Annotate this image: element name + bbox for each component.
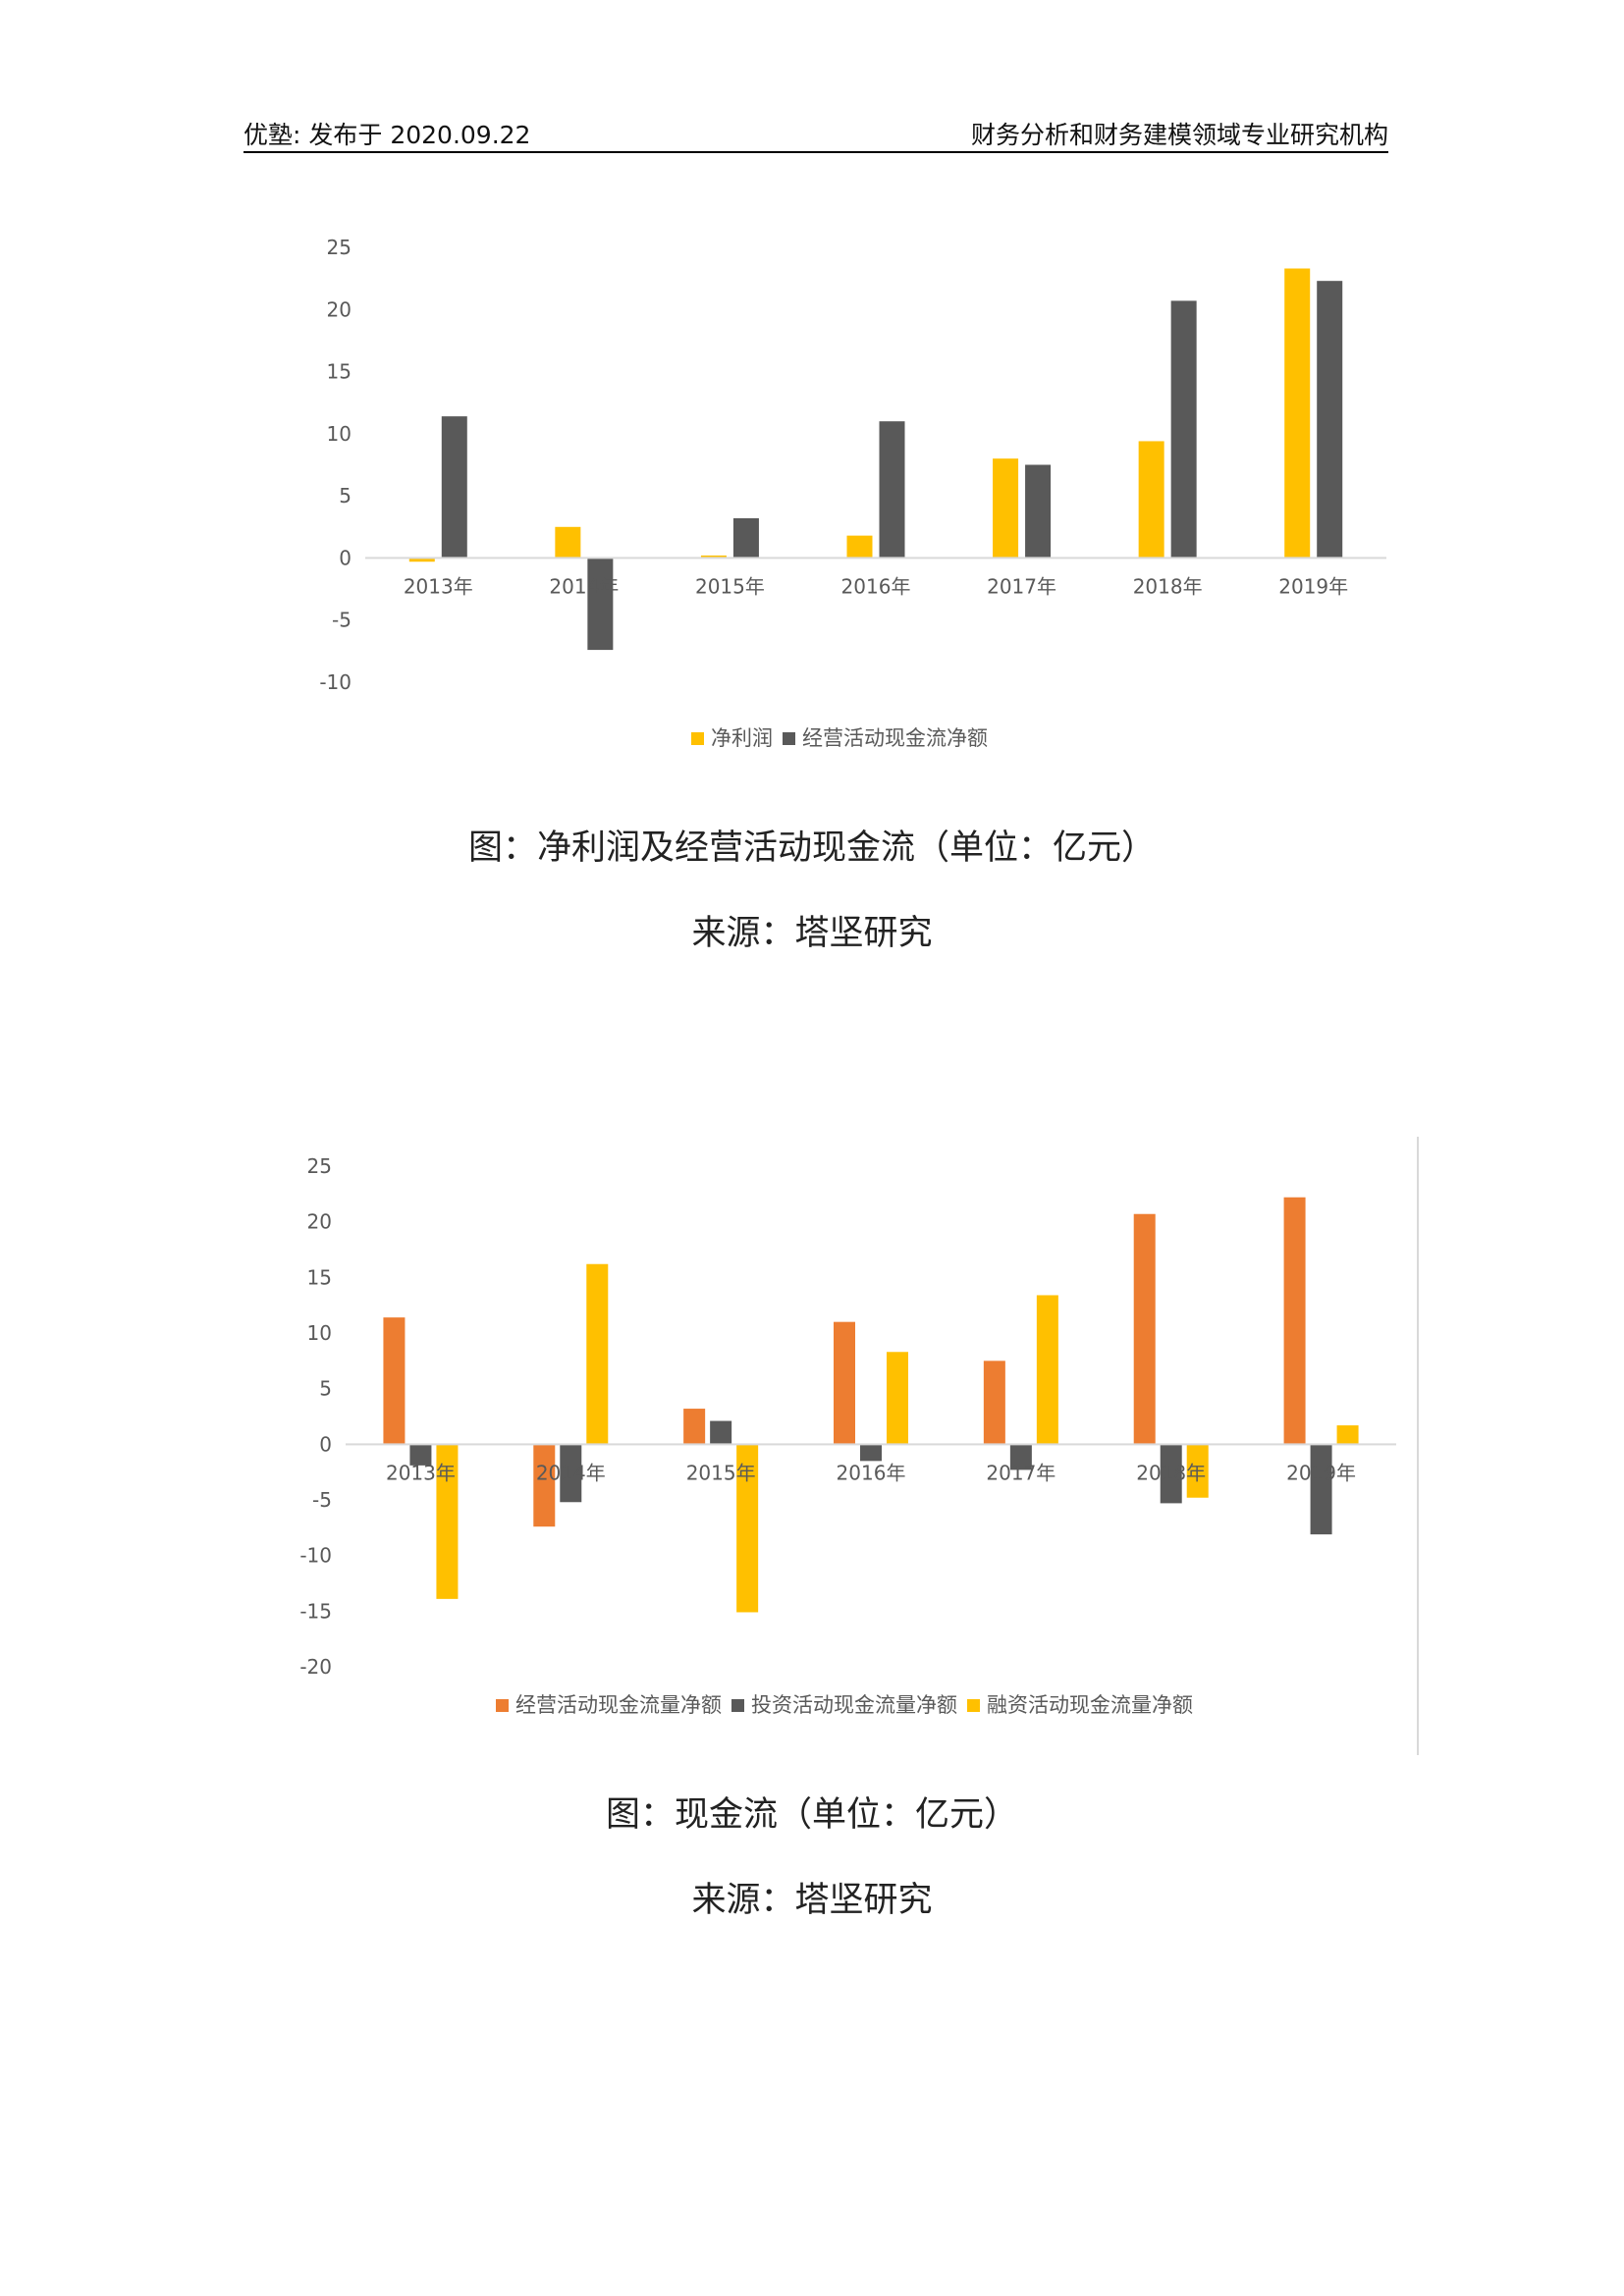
cashflow-chart: 25 20 15 10 5 0 -5 -10 -15 -20 2013年 2014年 2015年 2016… xyxy=(299,1154,1396,1717)
bar-2-2013年 xyxy=(409,1444,432,1466)
bar-1-2019年 xyxy=(1283,1197,1306,1445)
bar-1-2014年 xyxy=(533,1444,556,1527)
chart2-border xyxy=(1417,1137,1419,1755)
bar-2-2019年 xyxy=(1310,1444,1332,1535)
x-category-label: 2019年 xyxy=(1286,1461,1356,1484)
x-category-label: 2015年 xyxy=(695,574,765,598)
bar-3-2018年 xyxy=(1186,1444,1209,1498)
chart2-source: 来源：塔坚研究 xyxy=(691,1881,933,1920)
y-tick-label: -10 xyxy=(319,670,352,694)
bar-1-2015年 xyxy=(683,1409,706,1445)
legend-label-1: 经营活动现金流量净额 xyxy=(515,1693,722,1717)
chart1-caption: 图：净利润及经营活动现金流（单位：亿元） xyxy=(467,828,1156,868)
y-tick-label: -20 xyxy=(299,1655,332,1679)
bar-2-2017年 xyxy=(1009,1444,1032,1470)
x-category-label: 2017年 xyxy=(987,574,1056,598)
y-tick-label: 0 xyxy=(319,1432,332,1456)
bar-1-2018年 xyxy=(1133,1213,1156,1445)
y-tick-label: 25 xyxy=(327,236,352,259)
bar-1-2015年 xyxy=(700,555,727,559)
legend-swatch-1 xyxy=(691,732,704,745)
bar-2-2015年 xyxy=(710,1420,732,1445)
bar-3-2015年 xyxy=(736,1444,759,1613)
legend-label-3: 融资活动现金流量净额 xyxy=(987,1693,1193,1717)
y-tick-label: -10 xyxy=(299,1544,332,1568)
y-tick-label: 25 xyxy=(307,1154,332,1178)
bar-2-2017年 xyxy=(1025,464,1052,559)
bar-2-2016年 xyxy=(860,1444,882,1462)
bar-1-2013年 xyxy=(408,558,435,562)
y-tick-label: 20 xyxy=(307,1210,332,1234)
header-org-name: 财务分析和财务建模领域专业研究机构 xyxy=(970,121,1388,149)
bar-1-2017年 xyxy=(983,1361,1005,1445)
header-divider xyxy=(244,151,1388,153)
x-category-label: 2014年 xyxy=(549,574,619,598)
x-category-label: 2016年 xyxy=(837,1461,906,1484)
bar-1-2014年 xyxy=(555,526,581,559)
legend-label-2: 经营活动现金流净额 xyxy=(802,726,988,750)
legend-swatch-2 xyxy=(731,1699,744,1712)
x-category-label: 2015年 xyxy=(686,1461,756,1484)
bar-1-2013年 xyxy=(383,1317,406,1445)
y-tick-label: 15 xyxy=(307,1265,332,1289)
y-tick-label: -5 xyxy=(332,609,352,632)
bar-2-2016年 xyxy=(879,421,905,559)
y-tick-label: 10 xyxy=(327,422,352,446)
bar-2-2013年 xyxy=(441,416,467,559)
x-category-label: 2019年 xyxy=(1278,574,1348,598)
x-category-label: 2018年 xyxy=(1133,574,1203,598)
x-category-label: 2013年 xyxy=(404,574,473,598)
bar-2-2018年 xyxy=(1170,300,1197,559)
bar-3-2019年 xyxy=(1336,1425,1359,1445)
chart1-source: 来源：塔坚研究 xyxy=(691,914,933,953)
x-category-label: 2013年 xyxy=(386,1461,456,1484)
net-profit-operating-cashflow-chart: 25 20 15 10 5 0 -5 -10 2013年 2014年 2015年 2016年 2017年… xyxy=(319,236,1386,750)
bar-2-2018年 xyxy=(1160,1444,1182,1504)
y-tick-label: 5 xyxy=(339,484,352,507)
y-tick-label: 15 xyxy=(327,360,352,384)
legend-label-1: 净利润 xyxy=(711,726,773,750)
bar-3-2017年 xyxy=(1036,1295,1058,1445)
bar-3-2016年 xyxy=(887,1352,908,1445)
x-category-label: 2016年 xyxy=(841,574,911,598)
bar-1-2016年 xyxy=(846,535,873,559)
y-tick-label: 0 xyxy=(339,546,352,569)
y-tick-label: -15 xyxy=(299,1599,332,1623)
legend-swatch-3 xyxy=(967,1699,980,1712)
legend-label-2: 投资活动现金流量净额 xyxy=(751,1693,957,1717)
bar-2-2015年 xyxy=(732,517,759,559)
bar-2-2014年 xyxy=(560,1444,582,1503)
y-tick-label: 20 xyxy=(327,297,352,321)
legend-swatch-1 xyxy=(496,1699,509,1712)
bar-2-2019年 xyxy=(1317,281,1343,559)
bar-2-2014年 xyxy=(587,558,614,651)
x-category-label: 2018年 xyxy=(1136,1461,1206,1484)
x-category-label: 2017年 xyxy=(986,1461,1056,1484)
y-tick-label: -5 xyxy=(312,1488,332,1512)
bar-1-2019年 xyxy=(1284,268,1311,559)
y-tick-label: 10 xyxy=(307,1321,332,1345)
bar-1-2018年 xyxy=(1138,441,1164,559)
bar-3-2013年 xyxy=(436,1444,459,1599)
y-tick-label: 5 xyxy=(319,1377,332,1401)
bar-1-2016年 xyxy=(834,1321,855,1445)
chart2-caption: 图：现金流（单位：亿元） xyxy=(605,1795,1018,1835)
bar-1-2017年 xyxy=(993,458,1019,559)
legend-swatch-2 xyxy=(783,732,795,745)
header-publish-info: 优塾: 发布于 2020.09.22 xyxy=(244,121,531,149)
bar-3-2014年 xyxy=(586,1263,609,1445)
x-category-label: 2014年 xyxy=(536,1461,606,1484)
